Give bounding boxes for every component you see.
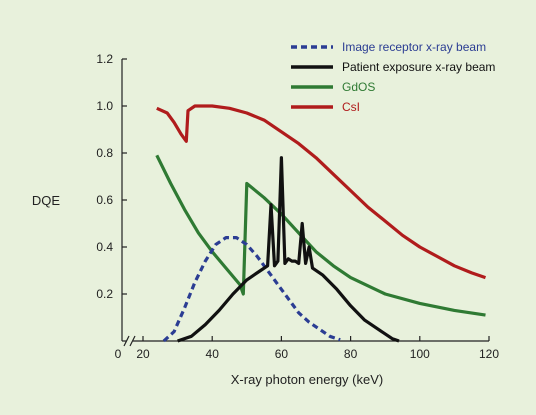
y-tick-label: 0.6 [96, 193, 113, 207]
x-tick-label: 40 [206, 347, 220, 361]
axis-break-mark [123, 335, 130, 347]
x-tick-label: 80 [344, 347, 358, 361]
x-tick-label: 0 [115, 347, 122, 361]
series-line-csi [156, 104, 487, 280]
x-axis-label: X-ray photon energy (keV) [231, 372, 383, 387]
axes: 0.2 0.4 0.6 0.8 1.0 1.2 0 20 40 60 80 100 120 [96, 52, 499, 361]
y-tick-label: 0.8 [96, 146, 113, 160]
axis-break-mark [129, 335, 136, 347]
y-tick-label: 0.2 [96, 287, 113, 301]
y-tick-label: 0.4 [96, 240, 113, 254]
y-tick-label: 1.2 [96, 52, 113, 66]
series-line-image-receptor-x-ray-beam [162, 236, 341, 343]
legend: Image receptor x-ray beam Patient exposur… [291, 40, 495, 114]
series-lines [155, 104, 487, 343]
legend-label: CsI [342, 100, 360, 114]
series-line-gdos [155, 154, 486, 317]
legend-label: Patient exposure x-ray beam [342, 60, 495, 74]
x-tick-label: 60 [275, 347, 289, 361]
x-tick-label: 20 [136, 347, 150, 361]
y-axis-label: DQE [32, 193, 61, 208]
series-line-patient-exposure-x-ray-beam [177, 156, 400, 343]
legend-label: Image receptor x-ray beam [342, 40, 486, 54]
x-tick-label: 120 [479, 347, 499, 361]
legend-label: GdOS [342, 80, 375, 94]
y-tick-label: 1.0 [96, 99, 113, 113]
x-tick-label: 100 [410, 347, 430, 361]
